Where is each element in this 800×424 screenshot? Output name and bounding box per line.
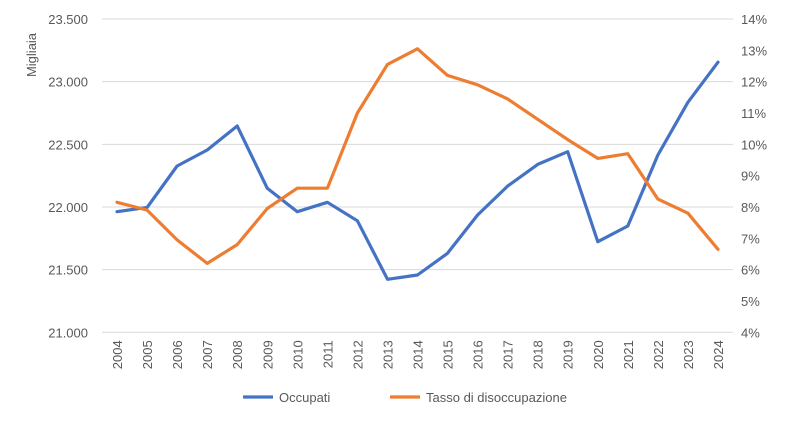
legend-label: Occupati [279,390,330,405]
left-tick-label: 23.000 [48,75,88,90]
left-tick-label: 21.000 [48,325,88,340]
right-tick-label: 5% [741,294,760,309]
right-tick-label: 14% [741,12,767,27]
x-tick-label: 2023 [681,340,696,369]
x-tick-label: 2017 [501,340,516,369]
right-tick-label: 7% [741,231,760,246]
x-tick-label: 2022 [651,340,666,369]
x-tick-label: 2010 [290,340,305,369]
y-axis-label: Migliaia [24,32,39,77]
right-tick-label: 9% [741,169,760,184]
legend: Occupati Tasso di disoccupazione [243,390,567,405]
x-tick-label: 2009 [260,340,275,369]
gridlines [102,19,733,332]
right-tick-label: 12% [741,75,767,90]
right-axis-ticks: 4% 5% 6% 7% 8% 9% 10% 11% 12% 13% 14% [741,12,767,340]
left-tick-label: 23.500 [48,12,88,27]
left-tick-label: 21.500 [48,263,88,278]
series-line-tasso-disoccupazione [117,49,718,264]
right-tick-label: 13% [741,43,767,58]
left-tick-label: 22.500 [48,137,88,152]
x-tick-label: 2011 [320,340,335,368]
left-axis-ticks: 21.000 21.500 22.000 22.500 23.000 23.500 [48,12,88,340]
x-tick-label: 2007 [200,340,215,369]
right-tick-label: 11% [741,106,766,121]
x-tick-label: 2008 [230,340,245,369]
x-tick-label: 2012 [350,340,365,369]
right-tick-label: 10% [741,137,767,152]
left-tick-label: 22.000 [48,200,88,215]
x-tick-label: 2020 [591,340,606,369]
x-tick-label: 2018 [531,340,546,369]
series-lines [117,49,718,280]
right-tick-label: 8% [741,200,760,215]
x-tick-label: 2004 [110,340,125,369]
x-tick-label: 2019 [561,340,576,369]
x-tick-label: 2024 [711,340,726,369]
x-tick-label: 2015 [441,340,456,369]
x-tick-label: 2016 [471,340,486,369]
series-line-occupati [117,62,718,279]
right-tick-label: 6% [741,263,760,278]
x-tick-label: 2013 [380,340,395,369]
x-tick-label: 2021 [621,340,636,369]
legend-label: Tasso di disoccupazione [426,390,567,405]
x-tick-label: 2014 [411,340,426,369]
x-tick-label: 2006 [170,340,185,369]
x-tick-label: 2005 [140,340,155,369]
right-tick-label: 4% [741,325,760,340]
x-axis-ticks: 2004 2005 2006 2007 2008 2009 2010 2011 2012 2013… [110,340,726,369]
